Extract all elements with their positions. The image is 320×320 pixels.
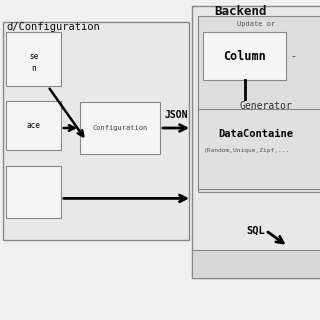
FancyBboxPatch shape — [198, 109, 320, 189]
Text: JSON: JSON — [164, 110, 188, 120]
Text: Backend: Backend — [214, 5, 267, 18]
Text: ace: ace — [27, 121, 41, 130]
FancyBboxPatch shape — [6, 101, 61, 150]
FancyBboxPatch shape — [192, 6, 320, 278]
FancyBboxPatch shape — [80, 102, 160, 154]
Text: se: se — [29, 52, 38, 60]
Text: Update or: Update or — [237, 21, 275, 27]
Text: Generator: Generator — [239, 101, 292, 111]
Text: d/Configuration: d/Configuration — [6, 22, 100, 32]
Text: Configuration: Configuration — [92, 125, 148, 131]
Text: (Random,Unique,Zipf,...: (Random,Unique,Zipf,... — [203, 148, 290, 153]
FancyBboxPatch shape — [6, 166, 61, 218]
Text: DataContaine: DataContaine — [219, 129, 293, 140]
Text: -: - — [291, 51, 295, 61]
Text: n: n — [31, 64, 36, 73]
FancyBboxPatch shape — [203, 32, 286, 80]
FancyBboxPatch shape — [192, 250, 320, 278]
FancyBboxPatch shape — [198, 16, 320, 192]
Text: SQL: SQL — [246, 225, 265, 236]
Text: Column: Column — [223, 50, 266, 62]
FancyBboxPatch shape — [3, 22, 189, 240]
FancyBboxPatch shape — [6, 32, 61, 86]
